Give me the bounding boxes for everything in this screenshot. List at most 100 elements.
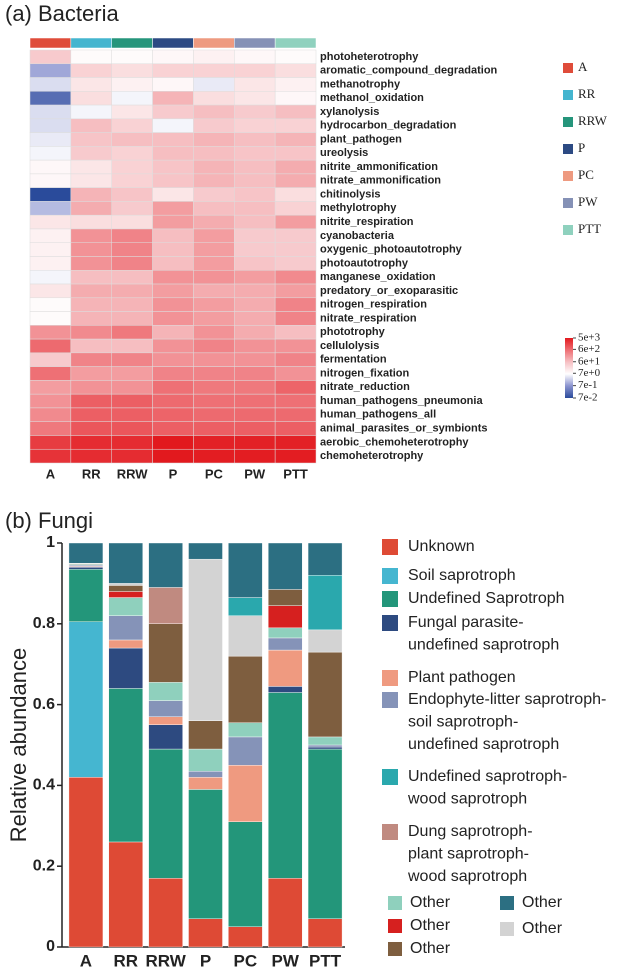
row-label: nitrogen_respiration [320,299,427,311]
group-strip [274,37,317,49]
heat-cell [152,448,194,464]
heat-cell [29,91,72,106]
bar-segment [307,629,343,653]
x-tick-label: A [80,951,92,970]
row-label: phototrophy [320,326,386,338]
legend-swatch [563,63,573,73]
heat-cell [29,352,72,367]
heat-cell [29,311,72,326]
bar-segment [108,841,143,948]
legend-label: Dung saprotroph-plant saprotroph-wood sa… [407,823,533,885]
legend-label: Plant pathogen [408,669,516,686]
heat-cell [29,435,72,450]
legend-label: Other [522,920,563,937]
heat-cell [274,173,317,188]
heat-cell [70,63,112,78]
heat-cell [152,366,194,381]
legend-label: Fungal parasite-undefined saprotroph [408,614,559,654]
heat-cell [152,435,194,450]
bar-segment [188,720,223,750]
legend-swatch [382,568,398,584]
heat-cell [234,201,276,216]
legend-label: RRW [578,113,608,128]
row-label: oxygenic_photoautotrophy [320,244,463,256]
bar-segment [148,682,183,701]
heat-cell [234,256,276,271]
bar-segment [188,777,223,790]
bar-segment [228,722,263,738]
heat-cell [29,63,72,78]
heat-cell [234,104,276,120]
heat-cell [29,146,72,161]
heat-cell [274,77,317,92]
x-tick-label: PC [234,951,258,970]
heat-cell [29,366,72,381]
heat-cell [111,201,153,216]
heat-cell [193,91,235,106]
bar-segment [268,605,303,629]
heat-cell [193,435,235,450]
bar-segment [228,542,263,598]
heat-cell [274,366,317,381]
legend-label: PW [578,194,598,209]
bar-segment [307,744,343,748]
legend-swatch [388,942,402,956]
heat-cell [111,421,153,436]
heat-cell [234,325,276,340]
legend-swatch [388,919,402,933]
legend-swatch [563,198,573,208]
legend-label: Undefined Saprotroph [408,590,565,607]
colorbar-label: 6e+2 [578,343,600,355]
group-strip [152,37,194,49]
group-strip [234,37,276,49]
heat-cell [29,270,72,285]
heat-cell [274,448,317,464]
row-label: animal_parasites_or_symbionts [320,422,488,434]
heat-cell [234,352,276,367]
heat-cell [111,407,153,422]
heat-cell [29,104,72,120]
heat-cell [193,393,235,409]
heat-cell [152,77,194,92]
bar-segment [228,597,263,616]
colorbar-label: 5e+3 [578,332,601,344]
heat-cell [29,380,72,395]
heat-cell [70,132,112,147]
heat-cell [274,201,317,216]
heat-cell [152,380,194,395]
heat-cell [70,214,112,230]
row-label: fermentation [320,354,387,366]
heat-cell [234,297,276,312]
legend-label: Unknown [408,538,475,555]
heat-cell [193,338,235,354]
bar-segment [68,569,104,622]
legend-label: PTT [578,221,601,236]
heat-cell [111,104,153,120]
heat-cell [234,421,276,436]
heat-cell [234,242,276,257]
heat-cell [234,132,276,147]
heat-cell [152,104,194,120]
bar-segment [268,878,303,948]
heat-cell [111,77,153,92]
group-strip [111,37,153,49]
row-label: hydrocarbon_degradation [320,120,457,132]
bar-segment [68,567,104,570]
group-strip [70,37,112,49]
bar-segment [148,542,183,588]
bar-segment [108,639,143,649]
heat-cell [70,366,112,381]
heat-cell [193,242,235,257]
heat-cell [193,146,235,161]
row-label: human_pathogens_all [320,409,436,421]
heat-cell [193,187,235,202]
legend-label: Other [410,940,451,957]
legend-label: Undefined saprotroph-wood saprotroph [407,768,567,808]
bar-segment [148,724,183,750]
heat-cell [274,159,317,175]
heat-cell [29,77,72,92]
bar-segment [148,623,183,683]
heat-cell [111,159,153,175]
heat-cell [193,352,235,367]
heat-cell [70,270,112,285]
